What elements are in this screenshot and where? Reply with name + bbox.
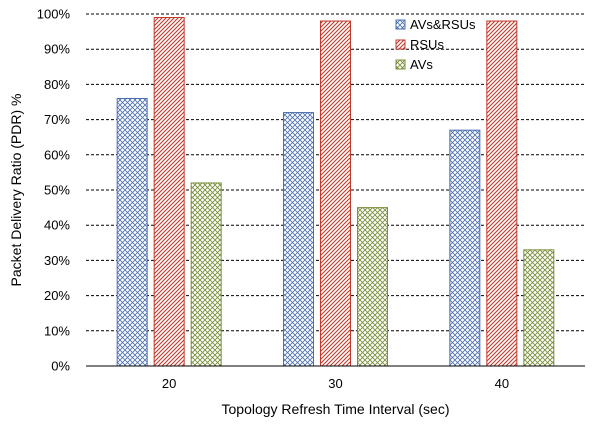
bar-avs-20 <box>190 182 222 367</box>
bar-rsus-20 <box>153 17 185 367</box>
bar-avs-30 <box>357 207 388 367</box>
bar-avs-rsus-20 <box>116 97 148 367</box>
legend: AVs&RSUs RSUs AVs <box>395 17 476 72</box>
bar-avs-rsus-40 <box>449 129 481 367</box>
x-axis-ticks: 20 30 40 <box>162 376 509 391</box>
y-tick-label: 90% <box>44 42 70 57</box>
legend-label: AVs <box>410 57 433 72</box>
x-tick-label: 40 <box>495 376 509 391</box>
y-tick-label: 60% <box>44 147 70 162</box>
legend-label: AVs&RSUs <box>410 17 476 32</box>
bar-rsus-40 <box>486 20 518 367</box>
y-tick-label: 70% <box>44 112 70 127</box>
x-axis-title: Topology Refresh Time Interval (sec) <box>222 401 450 417</box>
legend-label: RSUs <box>410 37 444 52</box>
y-axis-title: Packet Delivery Ratio (PDR) % <box>8 94 24 287</box>
bar-rsus-30 <box>320 20 351 367</box>
y-tick-label: 100% <box>37 7 71 22</box>
x-tick-label: 20 <box>162 376 176 391</box>
legend-swatch <box>395 19 406 30</box>
bar-avs-rsus-30 <box>283 112 314 367</box>
y-tick-label: 40% <box>44 218 70 233</box>
y-tick-label: 0% <box>51 359 70 374</box>
legend-swatch <box>395 39 406 50</box>
bars <box>116 17 555 367</box>
y-tick-label: 80% <box>44 77 70 92</box>
y-tick-label: 10% <box>44 323 70 338</box>
y-axis-ticks: 0% 10% 20% 30% 40% 50% 60% 70% 80% 90% 100% <box>37 7 71 374</box>
y-tick-label: 30% <box>44 253 70 268</box>
legend-swatch <box>395 59 406 70</box>
x-tick-label: 30 <box>328 376 342 391</box>
y-tick-label: 20% <box>44 288 70 303</box>
y-tick-label: 50% <box>44 183 70 198</box>
bar-avs-40 <box>523 249 555 367</box>
